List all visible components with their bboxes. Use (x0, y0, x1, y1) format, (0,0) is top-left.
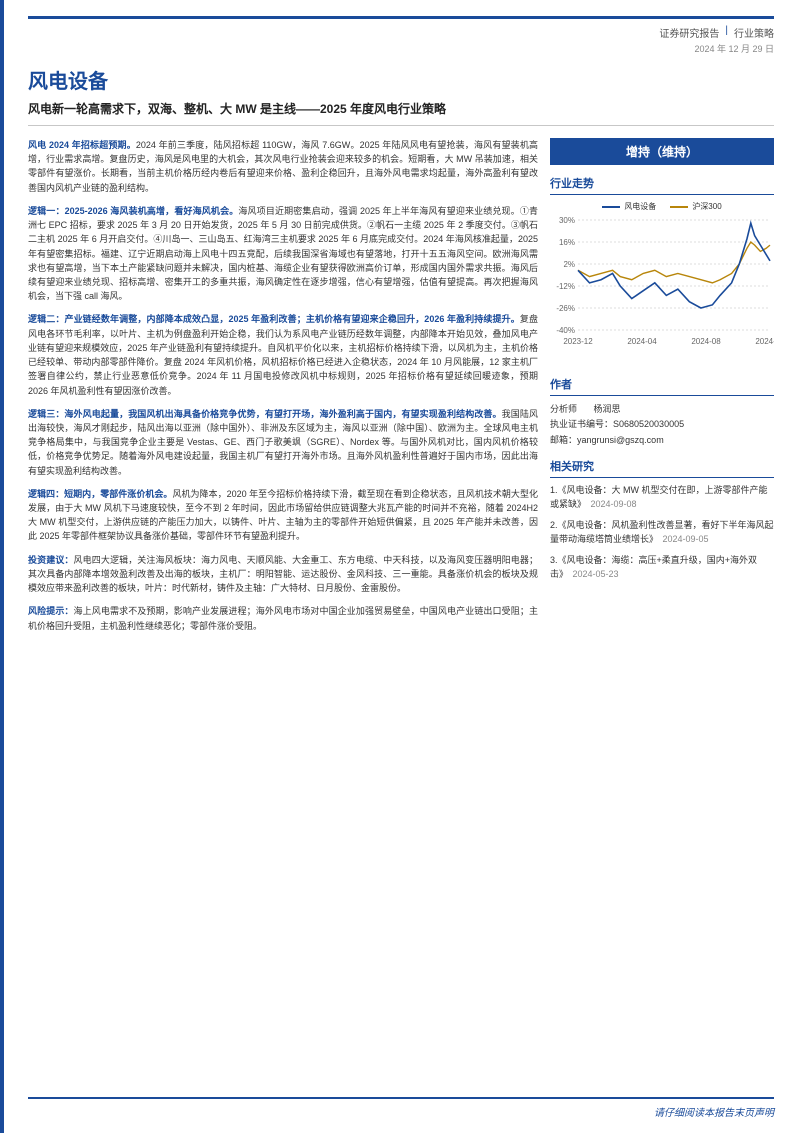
trend-chart: -40% -26% -12% 2% 16% 30% 2023-12 2024-04 2024-0… (550, 216, 774, 366)
svg-text:-40%: -40% (556, 326, 575, 335)
svg-text:2023-12: 2023-12 (563, 337, 593, 346)
page-subtitle: 风电新一轮高需求下，双海、整机、大 MW 是主线——2025 年度风电行业策略 (28, 100, 774, 126)
paragraph-lead: 投资建议： (28, 555, 74, 565)
author-name: 杨润思 (594, 404, 621, 414)
body-paragraph: 逻辑二：产业链经数年调整，内部降本成效凸显，2025 年盈利改善；主机价格有望迎… (28, 312, 538, 397)
related-title: 1.《风电设备：大 MW 机型交付在即，上游零部件产能或紧缺》 (550, 485, 768, 509)
header-divider: | (725, 25, 728, 40)
related-item: 2.《风电设备：风机盈利性改善显著，看好下半年海风起量带动海缆塔筒业绩增长》 2… (550, 519, 774, 547)
paragraph-lead: 风险提示： (28, 606, 74, 616)
license-number: S0680520030005 (613, 419, 684, 429)
related-item: 1.《风电设备：大 MW 机型交付在即，上游零部件产能或紧缺》 2024-09-… (550, 484, 774, 512)
legend-label-2: 沪深300 (692, 201, 721, 212)
author-block: 分析师 杨润思 执业证书编号：S0680520030005 邮箱：yangrun… (550, 402, 774, 448)
sidebar: 增持（维持） 行业走势 风电设备 沪深300 -40% -26% -12% 2% 16%… (550, 138, 774, 642)
section-head-related: 相关研究 (550, 458, 774, 478)
report-type-right: 行业策略 (734, 25, 774, 40)
svg-text:-26%: -26% (556, 304, 575, 313)
author-role-label: 分析师 (550, 404, 577, 414)
body-paragraph: 投资建议：风电四大逻辑，关注海风板块：海力风电、天顺风能、大金重工、东方电缆、中… (28, 553, 538, 596)
report-type-left: 证券研究报告 (659, 25, 719, 40)
related-date: 2024-09-05 (660, 534, 709, 544)
legend-swatch-2 (670, 206, 688, 208)
footer-disclaimer: 请仔细阅读本报告末页声明 (28, 1097, 774, 1119)
license-label: 执业证书编号： (550, 419, 613, 429)
paragraph-body: 风电四大逻辑，关注海风板块：海力风电、天顺风能、大金重工、东方电缆、中天科技，以… (28, 555, 538, 593)
related-date: 2024-09-08 (588, 499, 637, 509)
author-email: yangrunsi@gszq.com (577, 435, 664, 445)
paragraph-lead: 逻辑一：2025-2026 海风装机高增，看好海风机会。 (28, 206, 238, 216)
legend-item-1: 风电设备 (602, 201, 656, 212)
legend-swatch-1 (602, 206, 620, 208)
svg-text:-12%: -12% (556, 282, 575, 291)
section-head-author: 作者 (550, 376, 774, 396)
svg-text:2024-12: 2024-12 (755, 337, 774, 346)
paragraph-body: 复盘风电各环节毛利率，以叶片、主机为例盘盈利开始企稳，我们认为系风电产业链历经数… (28, 314, 538, 395)
body-paragraph: 风险提示：海上风电需求不及预期，影响产业发展进程；海外风电市场对中国企业加强贸易… (28, 604, 538, 632)
section-head-trend: 行业走势 (550, 175, 774, 195)
rating-badge: 增持（维持） (550, 138, 774, 165)
paragraph-body: 海风项目近期密集启动，强调 2025 年上半年海风有望迎来业绩兑现。①青洲七 E… (28, 206, 538, 301)
related-date: 2024-05-23 (570, 569, 619, 579)
svg-text:2024-08: 2024-08 (691, 337, 721, 346)
chart-legend: 风电设备 沪深300 (550, 201, 774, 212)
paragraph-lead: 逻辑三：海外风电起量，我国风机出海具备价格竞争优势，有望打开场，海外盈利高于国内… (28, 409, 502, 419)
report-date: 2024 年 12 月 29 日 (28, 42, 774, 55)
paragraph-lead: 风电 2024 年招标超预期。 (28, 140, 136, 150)
main-text-column: 风电 2024 年招标超预期。2024 年前三季度，陆风招标超 110GW，海风… (28, 138, 538, 642)
legend-label-1: 风电设备 (624, 201, 656, 212)
body-paragraph: 逻辑三：海外风电起量，我国风机出海具备价格竞争优势，有望打开场，海外盈利高于国内… (28, 407, 538, 478)
related-research-list: 1.《风电设备：大 MW 机型交付在即，上游零部件产能或紧缺》 2024-09-… (550, 484, 774, 582)
paragraph-body: 海上风电需求不及预期，影响产业发展进程；海外风电市场对中国企业加强贸易壁垒，中国… (28, 606, 538, 630)
body-paragraph: 逻辑四：短期内，零部件涨价机会。风机为降本，2020 年至今招标价格持续下滑，截… (28, 487, 538, 544)
paragraph-lead: 逻辑四：短期内，零部件涨价机会。 (28, 489, 172, 499)
svg-text:30%: 30% (559, 216, 575, 225)
related-item: 3.《风电设备：海缆：高压+柔直升级，国内+海外双击》 2024-05-23 (550, 554, 774, 582)
svg-text:16%: 16% (559, 238, 575, 247)
email-label: 邮箱： (550, 435, 577, 445)
header-bar: 证券研究报告 | 行业策略 (28, 16, 774, 40)
body-paragraph: 风电 2024 年招标超预期。2024 年前三季度，陆风招标超 110GW，海风… (28, 138, 538, 195)
footer-text: 请仔细阅读本报告末页声明 (654, 1104, 774, 1119)
svg-text:2024-04: 2024-04 (627, 337, 657, 346)
svg-text:2%: 2% (563, 260, 575, 269)
body-paragraph: 逻辑一：2025-2026 海风装机高增，看好海风机会。海风项目近期密集启动，强… (28, 204, 538, 304)
legend-item-2: 沪深300 (670, 201, 721, 212)
page-title: 风电设备 (28, 65, 774, 94)
paragraph-lead: 逻辑二：产业链经数年调整，内部降本成效凸显，2025 年盈利改善；主机价格有望迎… (28, 314, 520, 324)
